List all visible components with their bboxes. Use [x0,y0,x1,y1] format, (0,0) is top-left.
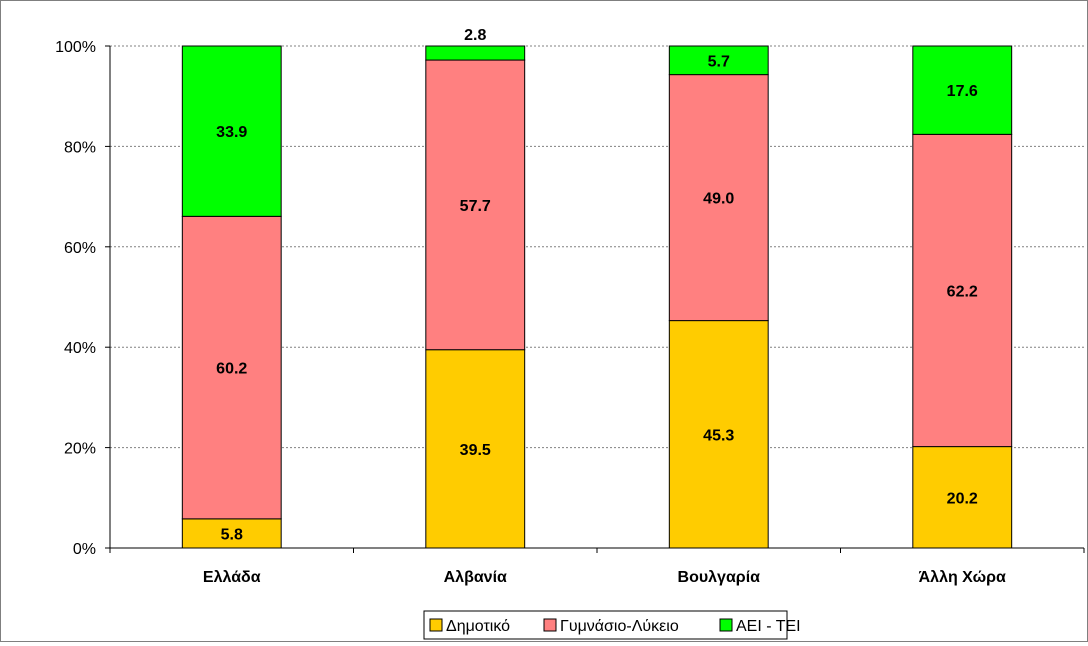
bar-segment [912,45,1013,135]
legend-label: Γυμνάσιο-Λύκειο [560,618,679,635]
x-category-label: Βουλγαρία [678,569,761,586]
y-tick-label: 60% [64,240,96,257]
legend-label: ΑΕΙ - ΤΕΙ [736,618,801,635]
data-label: 62.2 [947,283,978,300]
y-tick-label: 80% [64,139,96,156]
axes: 0% 20% 40% 60% 80% 100% Ελλάδα Αλβανία Βουλγαρία… [55,39,1085,586]
bar-segment [181,45,282,217]
data-label: 45.3 [703,427,734,444]
y-tick-label: 0% [73,541,96,558]
bar-segment [425,349,526,549]
y-tick-label: 20% [64,441,96,458]
bar-segment [668,74,769,322]
legend-swatch [719,618,733,632]
data-label: 49.0 [703,191,734,208]
data-label: 5.8 [221,526,243,543]
data-label: 33.9 [216,124,247,141]
bar-segment [425,45,526,61]
x-category-label: Αλβανία [444,569,507,586]
legend: Δημοτικό Γυμνάσιο-Λύκειο ΑΕΙ - ΤΕΙ [423,610,801,640]
y-tick-label: 40% [64,340,96,357]
data-label: 20.2 [947,490,978,507]
data-label: 39.5 [460,442,491,459]
x-category-label: Άλλη Χώρα [919,569,1006,586]
data-label: 17.6 [947,83,978,100]
bar-segment [425,59,526,351]
legend-swatch [543,618,557,632]
data-label: 60.2 [216,361,247,378]
data-label: 57.7 [460,198,491,215]
legend-swatch [429,618,443,632]
x-category-label: Ελλάδα [203,569,261,586]
data-label: 5.7 [708,53,730,70]
y-tick-label: 100% [55,39,96,56]
bar-segment [668,45,769,76]
bar-segment [668,320,769,549]
bar-segment [912,133,1013,448]
data-labels: 5.8 60.2 33.9 39.5 57.7 2.8 45.3 49.0 5.7 20.2 62.… [216,27,978,543]
bars [181,45,1013,549]
data-label: 2.8 [464,27,486,44]
legend-label: Δημοτικό [446,618,510,635]
